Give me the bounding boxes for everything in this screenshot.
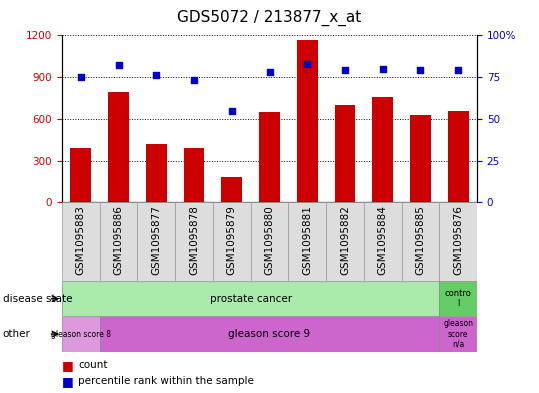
Text: GSM1095883: GSM1095883 xyxy=(76,205,86,275)
Text: GSM1095880: GSM1095880 xyxy=(265,205,274,274)
Bar xyxy=(439,281,477,316)
Bar xyxy=(439,202,477,281)
Text: gleason score 9: gleason score 9 xyxy=(229,329,310,339)
Text: GSM1095884: GSM1095884 xyxy=(378,205,388,275)
Bar xyxy=(62,316,100,352)
Text: disease state: disease state xyxy=(3,294,72,304)
Text: GSM1095876: GSM1095876 xyxy=(453,205,463,275)
Point xyxy=(265,69,274,75)
Text: GSM1095878: GSM1095878 xyxy=(189,205,199,275)
Text: other: other xyxy=(3,329,31,339)
Bar xyxy=(364,202,402,281)
Bar xyxy=(326,202,364,281)
Point xyxy=(152,72,161,79)
Text: ■: ■ xyxy=(62,375,74,388)
Bar xyxy=(288,202,326,281)
Text: ■: ■ xyxy=(62,359,74,372)
Point xyxy=(114,62,123,68)
Bar xyxy=(335,105,355,202)
Text: GSM1095879: GSM1095879 xyxy=(227,205,237,275)
Bar xyxy=(222,176,242,202)
Bar xyxy=(100,202,137,281)
Bar xyxy=(175,202,213,281)
Point xyxy=(454,67,462,73)
Bar xyxy=(213,202,251,281)
Bar xyxy=(146,144,167,202)
Point xyxy=(341,67,349,73)
Bar xyxy=(410,115,431,202)
Text: GSM1095881: GSM1095881 xyxy=(302,205,312,275)
Text: GSM1095886: GSM1095886 xyxy=(114,205,123,275)
Bar xyxy=(100,316,439,352)
Text: GDS5072 / 213877_x_at: GDS5072 / 213877_x_at xyxy=(177,10,362,26)
Bar xyxy=(251,202,288,281)
Bar xyxy=(71,148,91,202)
Text: prostate cancer: prostate cancer xyxy=(210,294,292,304)
Point xyxy=(378,66,387,72)
Text: GSM1095877: GSM1095877 xyxy=(151,205,161,275)
Text: contro
l: contro l xyxy=(445,289,472,309)
Text: count: count xyxy=(78,360,108,371)
Bar xyxy=(372,97,393,202)
Bar xyxy=(297,40,317,202)
Bar xyxy=(448,110,468,202)
Text: GSM1095885: GSM1095885 xyxy=(416,205,425,275)
Text: percentile rank within the sample: percentile rank within the sample xyxy=(78,376,254,386)
Point xyxy=(190,77,198,84)
Text: GSM1095882: GSM1095882 xyxy=(340,205,350,275)
Point xyxy=(77,74,85,80)
Bar xyxy=(137,202,175,281)
Bar xyxy=(402,202,439,281)
Point xyxy=(416,67,425,73)
Bar xyxy=(259,112,280,202)
Bar xyxy=(108,92,129,202)
Bar xyxy=(439,316,477,352)
Text: gleason
score
n/a: gleason score n/a xyxy=(443,319,473,349)
Point xyxy=(303,61,312,67)
Text: gleason score 8: gleason score 8 xyxy=(51,330,111,338)
Bar xyxy=(184,148,204,202)
Point xyxy=(227,107,236,114)
Bar xyxy=(62,202,100,281)
